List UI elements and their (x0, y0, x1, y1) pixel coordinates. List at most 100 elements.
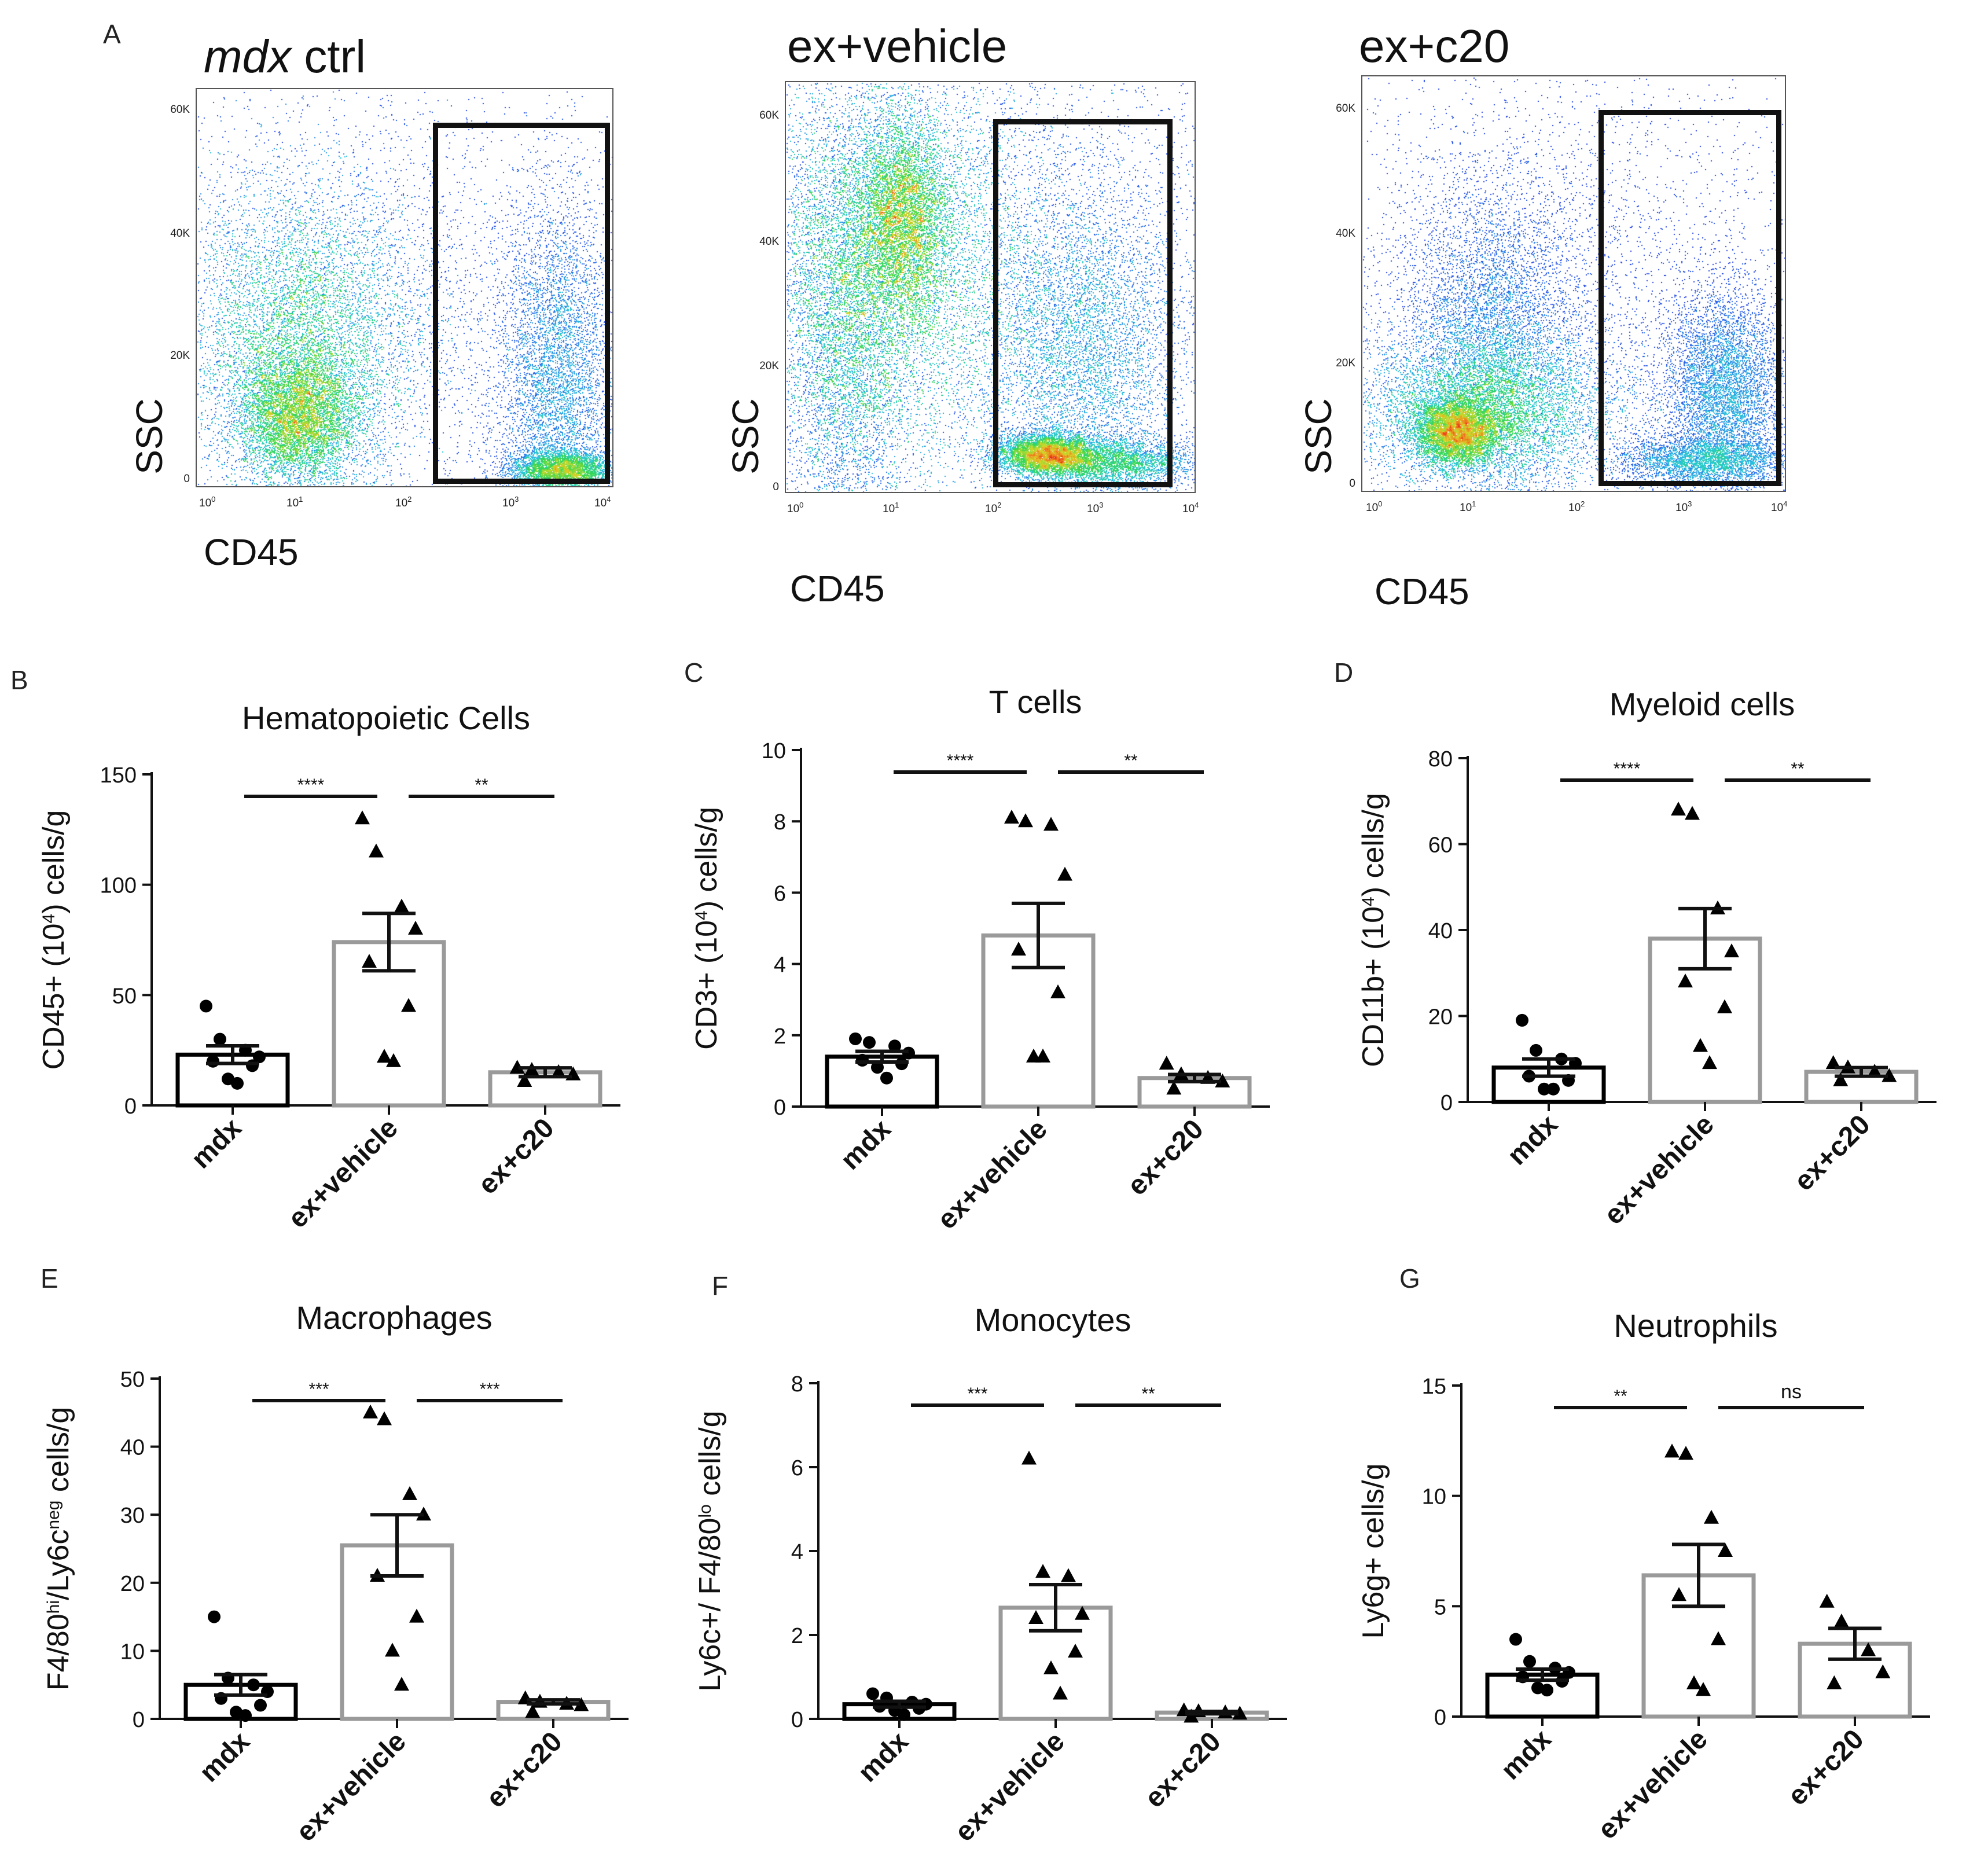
significance-label: *** (479, 1380, 499, 1399)
y-axis-label-superscript: hi (44, 1600, 63, 1614)
tick-base: 10 (1087, 503, 1100, 515)
x-tick-label-mdx: mdx (186, 1112, 248, 1174)
data-point (394, 1677, 409, 1691)
flow-density-canvas (786, 82, 1195, 492)
y-tick-label: 0 (791, 1708, 803, 1732)
flow-y-tick-label: 60K (1336, 102, 1355, 115)
y-tick-label: 60 (1428, 833, 1453, 858)
data-point (880, 1071, 893, 1085)
chart-b-hematopoietic-cells: Hematopoietic Cells CD45+ (104) cells/g 0 5… (37, 700, 620, 1234)
data-point (377, 1049, 392, 1063)
significance-label: **** (297, 776, 325, 795)
chart-title: Myeloid cells (1609, 686, 1795, 722)
flow-x-tick-label: 102 (985, 501, 1001, 515)
data-point (1686, 1675, 1702, 1689)
data-point (377, 1411, 392, 1425)
y-axis-label: CD11b+ (104) cells/g (1357, 793, 1390, 1067)
chart-e-macrophages: Macrophages F4/80hi/Ly6cneg cells/g 0 10 20 3… (42, 1299, 629, 1847)
flow-x-tick-label: 104 (594, 495, 611, 509)
flow-ylabel-ssc: SSC (1297, 398, 1339, 475)
data-point (1035, 1048, 1050, 1063)
y-tick-label: 4 (791, 1540, 803, 1564)
y-tick-label: 6 (774, 881, 786, 906)
tick-base: 10 (1675, 502, 1688, 514)
flow-y-tick-label: 20K (759, 360, 779, 372)
tick-base: 10 (985, 503, 998, 515)
x-tick-label-ex-vehicle: ex+vehicle (1592, 1724, 1714, 1845)
data-point (200, 1000, 212, 1013)
data-point (1166, 1081, 1182, 1095)
data-point (394, 898, 409, 913)
flow-x-tick-label: 101 (883, 501, 899, 515)
flow-x-tick-label: 100 (199, 495, 215, 509)
data-point (1004, 810, 1019, 824)
y-tick-label: 10 (120, 1640, 145, 1664)
y-tick-label: 0 (124, 1094, 137, 1119)
flow-x-tick-label: 103 (1675, 500, 1692, 513)
data-point (1018, 813, 1033, 828)
flow-x-tick-label: 101 (1460, 500, 1476, 513)
chart-d-myeloid-cells: Myeloid cells CD11b+ (104) cells/g 0 20 40 60… (1357, 686, 1936, 1230)
data-point (1685, 806, 1700, 820)
y-tick-label: 20 (1428, 1005, 1453, 1030)
data-point (1702, 1055, 1717, 1070)
tick-base: 10 (502, 497, 515, 509)
tick-exponent: 0 (211, 495, 216, 504)
data-point (1547, 1082, 1560, 1096)
data-point (1057, 866, 1072, 881)
data-point (1711, 1631, 1726, 1645)
data-point (247, 1678, 260, 1692)
cd45-gate (993, 119, 1173, 487)
data-point (902, 1046, 915, 1060)
cd45-gate (433, 123, 610, 484)
significance-label: ** (1124, 751, 1138, 770)
data-point (231, 1076, 244, 1090)
y-axis-label-part: F4/80 (42, 1614, 75, 1691)
significance-label: *** (308, 1380, 329, 1399)
data-point (895, 1057, 908, 1071)
data-point (1671, 802, 1686, 816)
data-point (1061, 1568, 1076, 1582)
y-axis-label-part: CD3+ (10 (690, 920, 723, 1050)
flow-x-tick-label: 101 (286, 495, 303, 509)
tick-base: 10 (594, 497, 607, 509)
data-point (386, 1053, 401, 1067)
tick-exponent: 2 (997, 501, 1002, 509)
y-tick-label: 8 (791, 1372, 803, 1397)
flow-y-tick-label: 20K (170, 350, 190, 362)
data-point (214, 1032, 226, 1046)
significance-label: ns (1781, 1381, 1802, 1403)
data-point (1028, 1610, 1043, 1624)
y-tick-label: 50 (112, 984, 137, 1008)
data-point (1159, 1056, 1174, 1070)
data-point (1523, 1655, 1536, 1668)
data-point (363, 1404, 378, 1419)
y-tick-label: 10 (762, 739, 786, 763)
data-point (1068, 1644, 1083, 1658)
significance-label: *** (967, 1384, 987, 1403)
data-point (1724, 943, 1739, 958)
tick-base: 10 (286, 497, 299, 509)
data-point (866, 1687, 879, 1700)
y-tick-label: 40 (120, 1436, 145, 1460)
flow-x-tick-label: 103 (502, 495, 519, 509)
data-point (525, 1704, 541, 1718)
x-tick-label-ex-vehicle: ex+vehicle (932, 1114, 1053, 1235)
y-axis-label-superscript: 4 (1359, 896, 1378, 906)
tick-exponent: 3 (1099, 501, 1104, 509)
flow-title-rest: ctrl (291, 31, 366, 82)
tick-base: 10 (1366, 502, 1379, 514)
flow-density-canvas (1362, 76, 1785, 491)
data-point (1530, 1043, 1542, 1057)
data-point (1043, 817, 1059, 831)
flow-title-rest: ex+vehicle (787, 20, 1008, 72)
data-point (856, 1053, 869, 1067)
flow-scatter-ex-vehicle (785, 81, 1196, 493)
data-point (849, 1032, 862, 1045)
flow-xlabel-cd45: CD45 (1375, 571, 1469, 612)
flow-y-tick-label: 60K (170, 104, 190, 116)
flow-x-tick-label: 104 (1182, 501, 1199, 515)
tick-exponent: 4 (1783, 499, 1788, 508)
tick-base: 10 (787, 503, 800, 515)
